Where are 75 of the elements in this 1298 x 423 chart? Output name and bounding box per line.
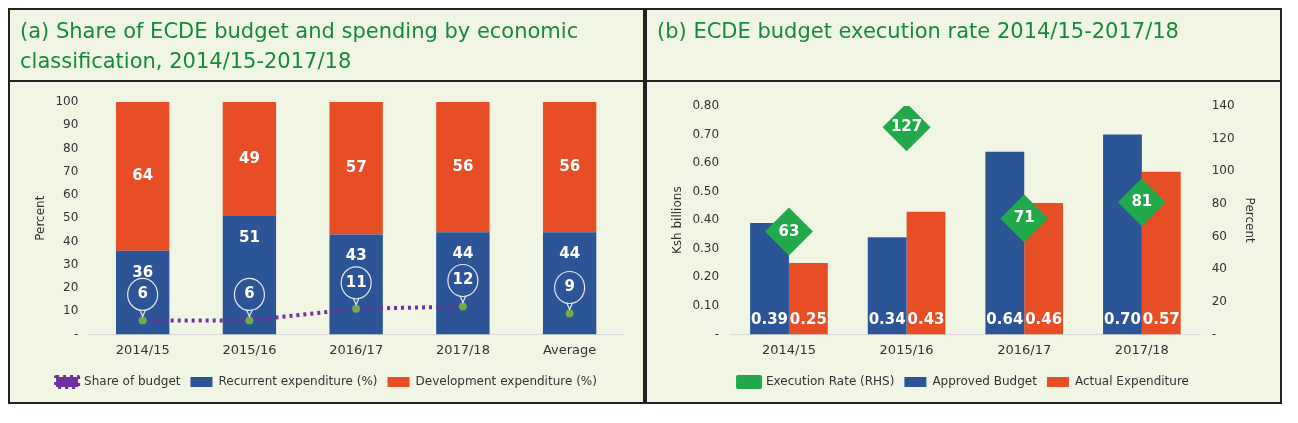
y-tick-label: -: [73, 326, 79, 341]
legend-label: Execution Rate (RHS): [766, 374, 895, 389]
y2-axis-title: Percent: [1242, 197, 1257, 244]
y-tick-label: 70: [63, 163, 79, 178]
data-label: 9: [564, 277, 575, 296]
y2-tick-label: 100: [1211, 163, 1235, 178]
y-tick-label: 90: [63, 117, 79, 132]
legend-label: Share of budget: [84, 374, 181, 389]
chart-title: (a) Share of ECDE budget and spending by economic classification, 2014/15-2017/18: [10, 10, 643, 82]
data-label: 6: [244, 284, 255, 303]
x-tick-label: Average: [542, 341, 597, 357]
data-label: 71: [1013, 208, 1035, 227]
y-tick-label: 0.80: [692, 98, 720, 113]
y-tick-label: 100: [55, 94, 79, 109]
data-label: 0.64: [986, 310, 1024, 329]
legend-label: Approved Budget: [932, 374, 1038, 389]
y-tick-label: 0.30: [692, 240, 720, 255]
y-tick-label: 0.70: [692, 126, 720, 141]
legend-label: Actual Expenditure: [1074, 374, 1189, 389]
data-label: 36: [132, 262, 154, 281]
y-tick-label: 40: [63, 233, 79, 248]
data-label: 0.39: [751, 310, 789, 329]
data-label: 44: [559, 244, 581, 263]
y-axis-title: Percent: [33, 195, 48, 241]
data-label: 81: [1131, 192, 1153, 211]
data-label: 0.25: [789, 310, 827, 329]
data-label: 0.70: [1103, 310, 1141, 329]
y2-tick-label: 140: [1211, 98, 1235, 113]
data-label: 63: [778, 221, 800, 240]
data-label: 56: [559, 156, 581, 175]
y-tick-label: 0.40: [692, 212, 720, 227]
legend-label: Recurrent expenditure (%): [218, 374, 378, 389]
y-tick-label: -: [714, 326, 720, 341]
x-tick-label: 2016/17: [997, 341, 1052, 357]
y2-tick-label: 40: [1211, 261, 1227, 276]
y2-tick-label: 120: [1211, 130, 1235, 145]
legend-label: Development expenditure (%): [415, 374, 597, 389]
x-tick-label: 2015/16: [222, 341, 277, 357]
y2-tick-label: -: [1211, 326, 1217, 341]
x-tick-label: 2017/18: [1114, 341, 1169, 357]
data-label: 44: [452, 244, 474, 263]
y-tick-label: 0.60: [692, 155, 720, 170]
y2-tick-label: 60: [1211, 228, 1227, 243]
data-label: 57: [345, 158, 367, 177]
data-label: 6: [137, 284, 148, 303]
chart-title: (b) ECDE budget execution rate 2014/15-2017/18: [647, 10, 1280, 82]
y-tick-label: 60: [63, 187, 79, 202]
y-tick-label: 0.50: [692, 183, 720, 198]
y-axis-title: Ksh billions: [670, 186, 685, 255]
y2-tick-label: 80: [1211, 196, 1227, 211]
y-tick-label: 80: [63, 140, 79, 155]
y-tick-label: 20: [63, 280, 79, 295]
y-tick-label: 10: [63, 303, 79, 318]
data-label: 0.43: [907, 310, 945, 329]
data-label: 11: [345, 272, 367, 291]
x-tick-label: 2017/18: [435, 341, 490, 357]
x-tick-label: 2016/17: [329, 341, 384, 357]
x-tick-label: 2014/15: [115, 341, 170, 357]
data-label: 49: [238, 148, 260, 167]
data-label: 56: [452, 156, 474, 175]
data-label: 0.34: [868, 310, 906, 329]
x-tick-label: 2014/15: [761, 341, 816, 357]
y2-tick-label: 20: [1211, 293, 1227, 308]
y-tick-label: 30: [63, 256, 79, 271]
data-label: 43: [345, 246, 367, 265]
data-label: 51: [238, 227, 260, 246]
data-label: 64: [132, 166, 154, 185]
x-tick-label: 2015/16: [879, 341, 934, 357]
data-label: 12: [452, 270, 474, 289]
y-tick-label: 50: [63, 210, 79, 225]
y-tick-label: 0.10: [692, 297, 720, 312]
data-label: 127: [890, 117, 923, 136]
data-label: 0.46: [1025, 310, 1063, 329]
data-label: 0.57: [1142, 310, 1180, 329]
y-tick-label: 0.20: [692, 269, 720, 284]
